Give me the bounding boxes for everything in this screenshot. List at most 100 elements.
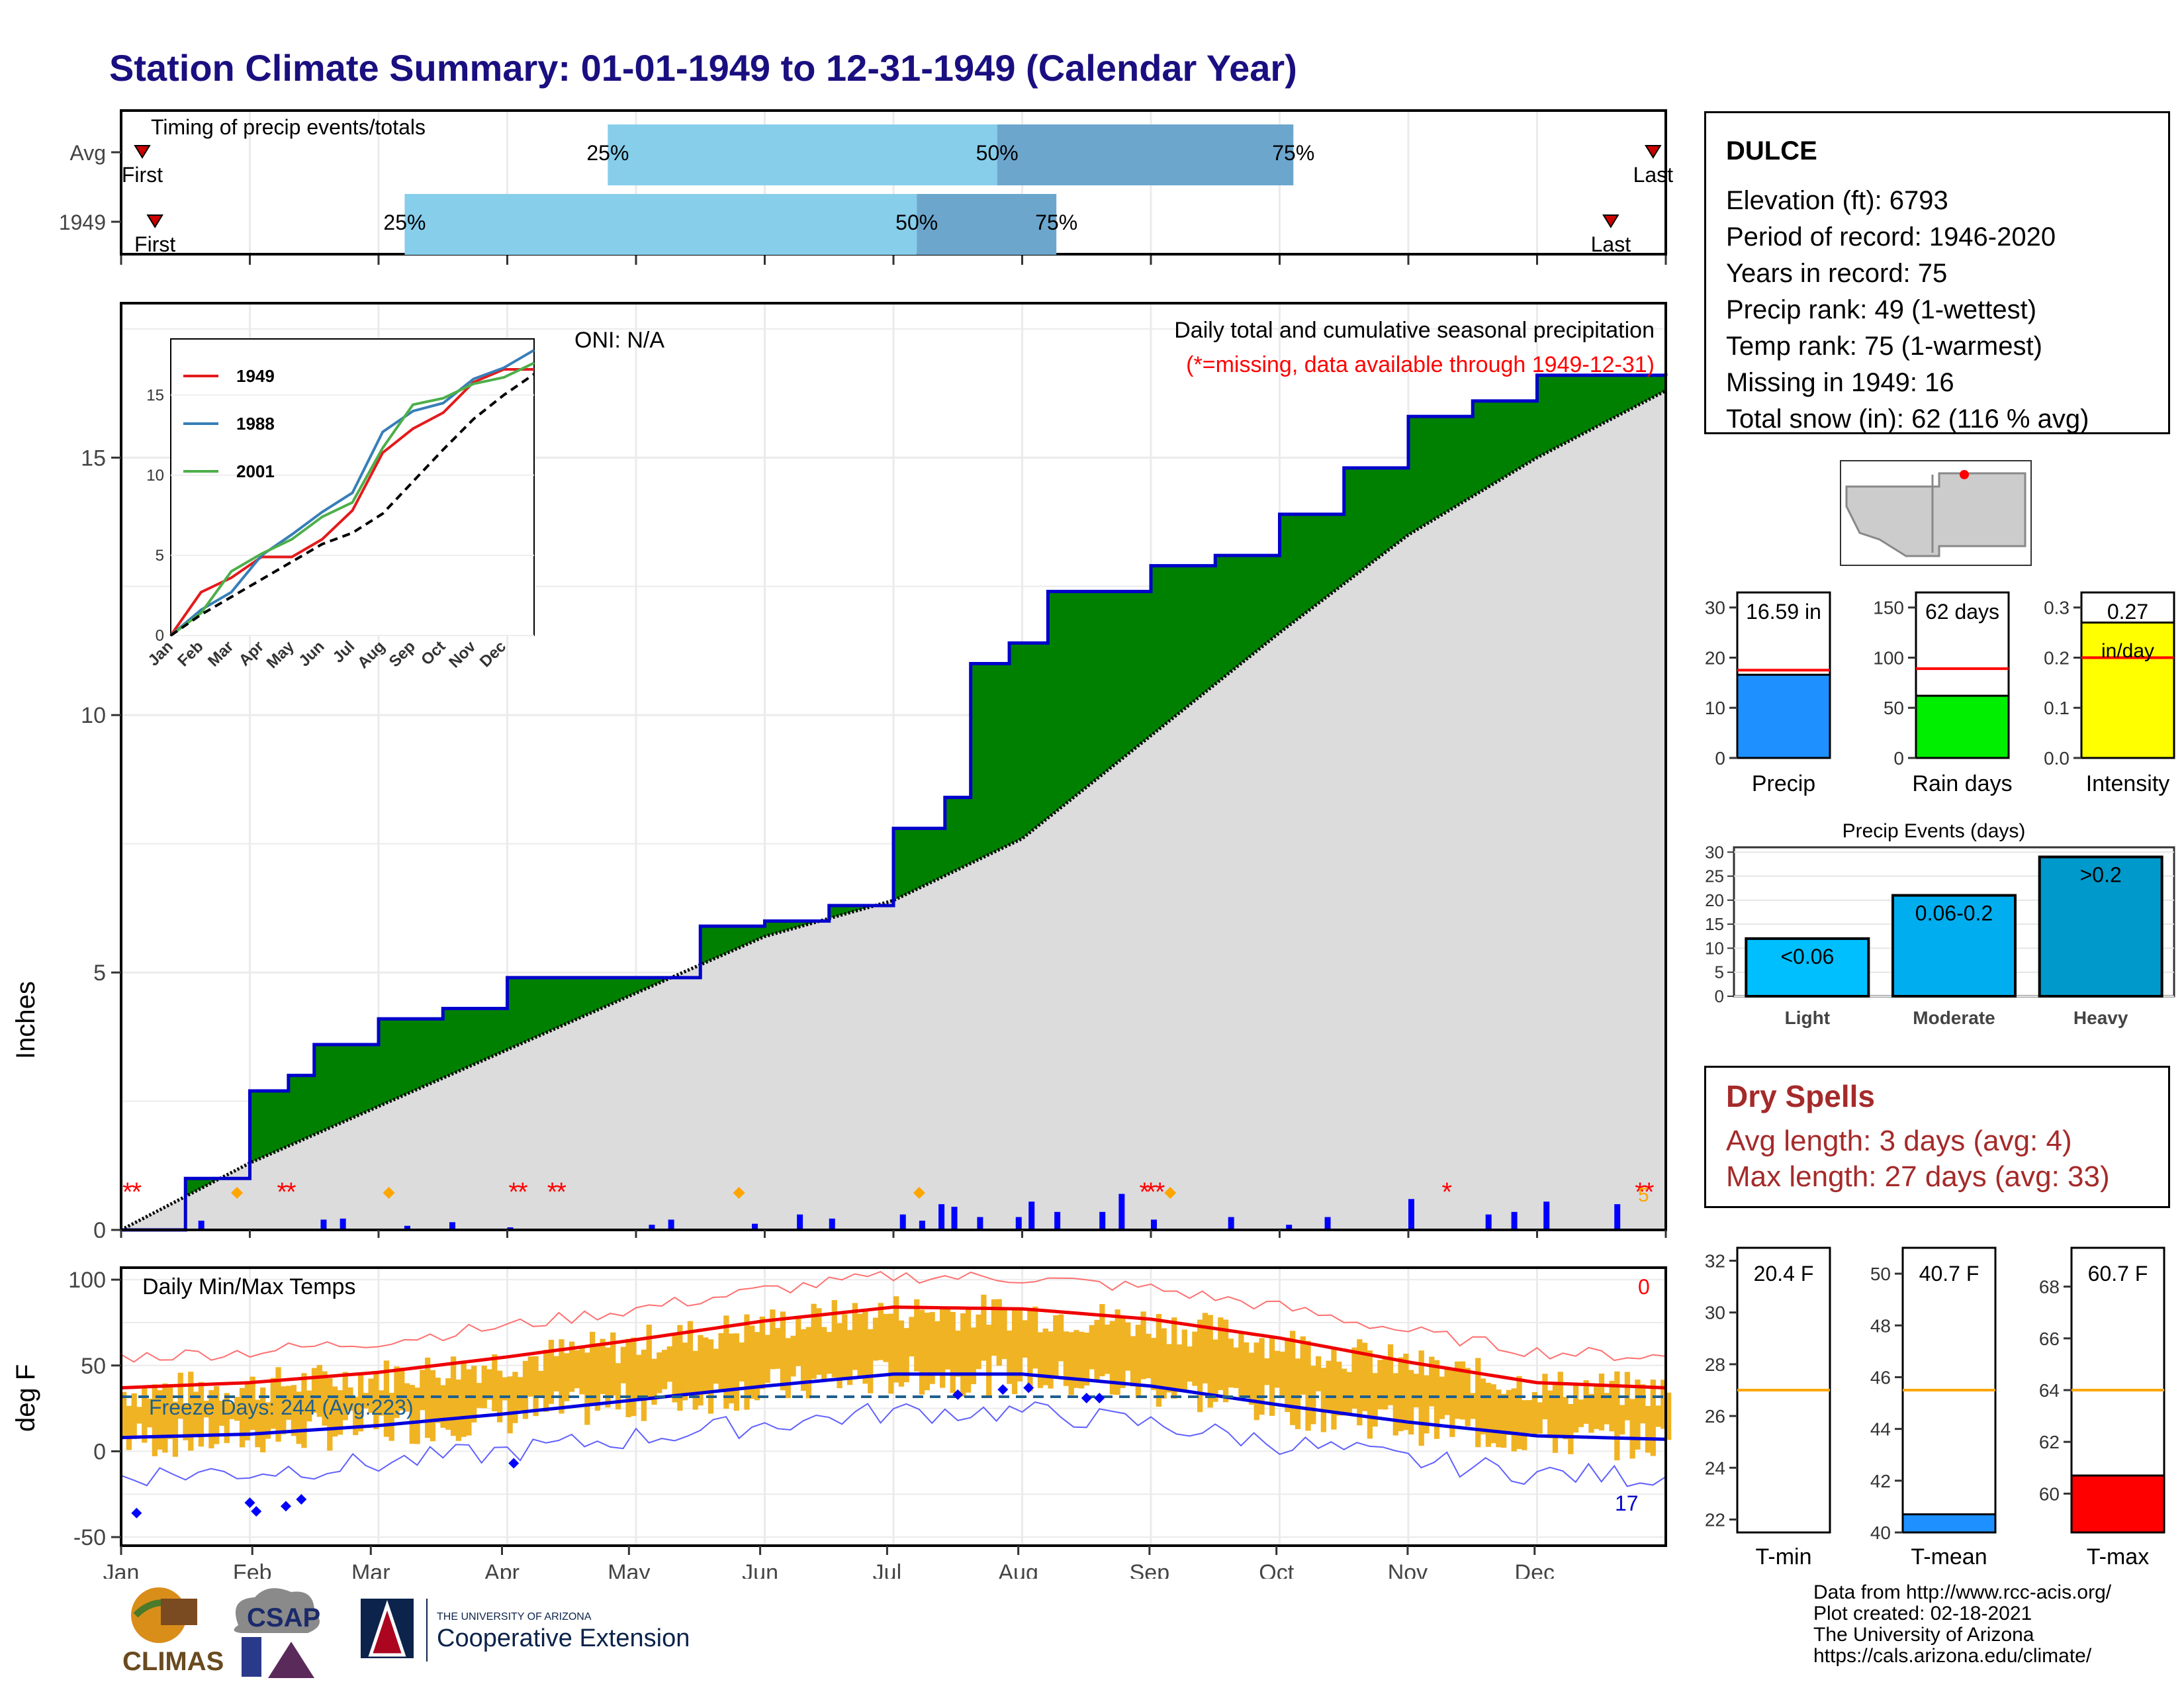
missing-day-icon: * xyxy=(1139,1178,1150,1207)
daily-temp-bar xyxy=(1125,1322,1131,1371)
hot-count: 0 xyxy=(1638,1275,1650,1299)
tick-label: 68 xyxy=(2039,1277,2060,1297)
daily-temp-bar xyxy=(996,1299,1002,1366)
page-title: Station Climate Summary: 01-01-1949 to 1… xyxy=(109,47,1297,89)
daily-temp-bar xyxy=(1259,1338,1265,1415)
month-label: Jan xyxy=(103,1560,140,1579)
record-min-line xyxy=(120,1401,1666,1487)
daily-temp-bar xyxy=(965,1307,972,1393)
daily-temp-bar xyxy=(136,1407,142,1424)
daily-temp-bar xyxy=(1490,1384,1496,1444)
daily-temp-bar xyxy=(744,1314,750,1410)
daily-temp-bar xyxy=(1387,1344,1394,1405)
daily-temp-bar xyxy=(1413,1374,1420,1407)
daily-temp-bar xyxy=(316,1364,322,1417)
daily-temp-bar xyxy=(1331,1347,1337,1430)
record-cold-icon xyxy=(280,1501,291,1512)
station-location-dot xyxy=(1960,470,1969,479)
daily-temp-bar xyxy=(805,1327,812,1399)
daily-temp-bar xyxy=(842,1314,848,1378)
daily-temp-bar xyxy=(919,1309,925,1395)
inset-month-label: Mar xyxy=(205,637,237,670)
inset-legend-label: 1988 xyxy=(236,414,275,434)
inset-series-line xyxy=(169,361,535,637)
snow-day-icon xyxy=(733,1187,745,1199)
climas-logo: CLIMAS xyxy=(122,1587,224,1676)
daily-precip-bar xyxy=(649,1225,655,1230)
daily-precip-bar xyxy=(1054,1211,1061,1230)
temp-summary-label: T-min xyxy=(1756,1544,1812,1570)
daily-temp-bar xyxy=(1629,1399,1635,1459)
daily-temp-bar xyxy=(383,1360,390,1437)
station-info: DULCE Elevation (ft): 6793 Period of rec… xyxy=(1704,111,2170,434)
daily-temp-bar xyxy=(250,1376,255,1430)
daily-temp-bar xyxy=(1480,1378,1486,1434)
daily-temp-bar xyxy=(255,1399,261,1448)
missing-day-icon: * xyxy=(1146,1178,1156,1207)
daily-temp-bar xyxy=(1346,1372,1352,1414)
daily-temp-bar xyxy=(796,1318,801,1366)
daily-temp-bar xyxy=(1408,1370,1414,1435)
daily-temp-bar xyxy=(1305,1340,1311,1431)
freeze-days-label: Freeze Days: 244 (Avg:223) xyxy=(149,1395,414,1419)
daily-temp-bar xyxy=(394,1366,400,1419)
daily-temp-bar xyxy=(1609,1380,1615,1432)
percentile-label: 75% xyxy=(1272,141,1314,165)
daily-temp-bar xyxy=(1269,1335,1275,1416)
daily-temp-bar xyxy=(893,1296,899,1383)
daily-temp-bar xyxy=(986,1325,992,1397)
daily-temp-bar xyxy=(1058,1314,1064,1362)
daily-temp-bar xyxy=(1526,1400,1533,1433)
daily-temp-bar xyxy=(1537,1402,1543,1434)
daily-temp-bar xyxy=(214,1385,220,1444)
daily-temp-bar xyxy=(1392,1373,1398,1436)
daily-temp-bar xyxy=(409,1385,415,1444)
inset-tick-label: 15 xyxy=(146,387,164,404)
inset-tick-label: 5 xyxy=(156,547,164,565)
tick-label: 28 xyxy=(1705,1354,1725,1375)
daily-temp-bar xyxy=(1310,1366,1316,1425)
daily-precip-bar xyxy=(1286,1225,1293,1230)
station-precip-rank: Precip rank: 49 (1-wettest) xyxy=(1726,295,2037,324)
daily-temp-bar xyxy=(1166,1344,1172,1393)
summary-frame xyxy=(1915,591,2010,759)
inset-month-label: May xyxy=(263,637,298,673)
daily-temp-bar xyxy=(507,1376,513,1434)
daily-temp-bar xyxy=(800,1329,807,1391)
month-label: Jun xyxy=(742,1560,778,1579)
timing-band-lower xyxy=(404,194,917,255)
daily-temp-bar xyxy=(435,1378,441,1423)
daily-temp-bar xyxy=(1089,1325,1095,1370)
daily-temp-bar xyxy=(1557,1372,1563,1438)
station-elevation: Elevation (ft): 6793 xyxy=(1726,186,1948,215)
daily-temp-bar xyxy=(1295,1358,1301,1429)
daily-temp-bar xyxy=(1171,1317,1177,1399)
daily-temp-bar xyxy=(1542,1374,1548,1420)
daily-temp-bar xyxy=(301,1373,307,1448)
daily-temp-bar xyxy=(522,1360,529,1419)
daily-temp-bar xyxy=(862,1310,868,1384)
daily-temp-bar xyxy=(1083,1333,1090,1386)
daily-temp-bar xyxy=(631,1337,637,1417)
inset-month-label: Jul xyxy=(330,637,359,667)
ua-small-text: THE UNIVERSITY OF ARIZONA xyxy=(437,1611,592,1622)
daily-temp-bar xyxy=(950,1311,956,1393)
temp-summary-bars: 20.4 F 22 24 26 28 30 32 T-min 40.7 F 40 42 44 46 48 5… xyxy=(1705,1246,2165,1570)
coop-text: Cooperative Extension xyxy=(437,1624,690,1652)
daily-precip-bar xyxy=(1543,1201,1550,1230)
record-cold-icon xyxy=(952,1389,964,1400)
daily-temp-bar xyxy=(466,1369,472,1436)
daily-temp-bar xyxy=(1192,1331,1198,1386)
daily-temp-bar xyxy=(126,1405,132,1450)
timing-marker-label: Last xyxy=(1591,232,1631,256)
daily-temp-bar xyxy=(1207,1315,1213,1408)
daily-temp-bar xyxy=(1594,1385,1600,1429)
daily-temp-bar xyxy=(651,1358,657,1405)
daily-temp-bar xyxy=(337,1390,343,1435)
daily-temp-bar xyxy=(461,1361,467,1437)
tick-label: 30 xyxy=(1705,1303,1725,1323)
daily-temp-bar xyxy=(481,1365,487,1409)
daily-temp-bar xyxy=(146,1398,153,1428)
daily-temp-bar xyxy=(244,1382,250,1440)
daily-temp-bar xyxy=(594,1343,601,1411)
